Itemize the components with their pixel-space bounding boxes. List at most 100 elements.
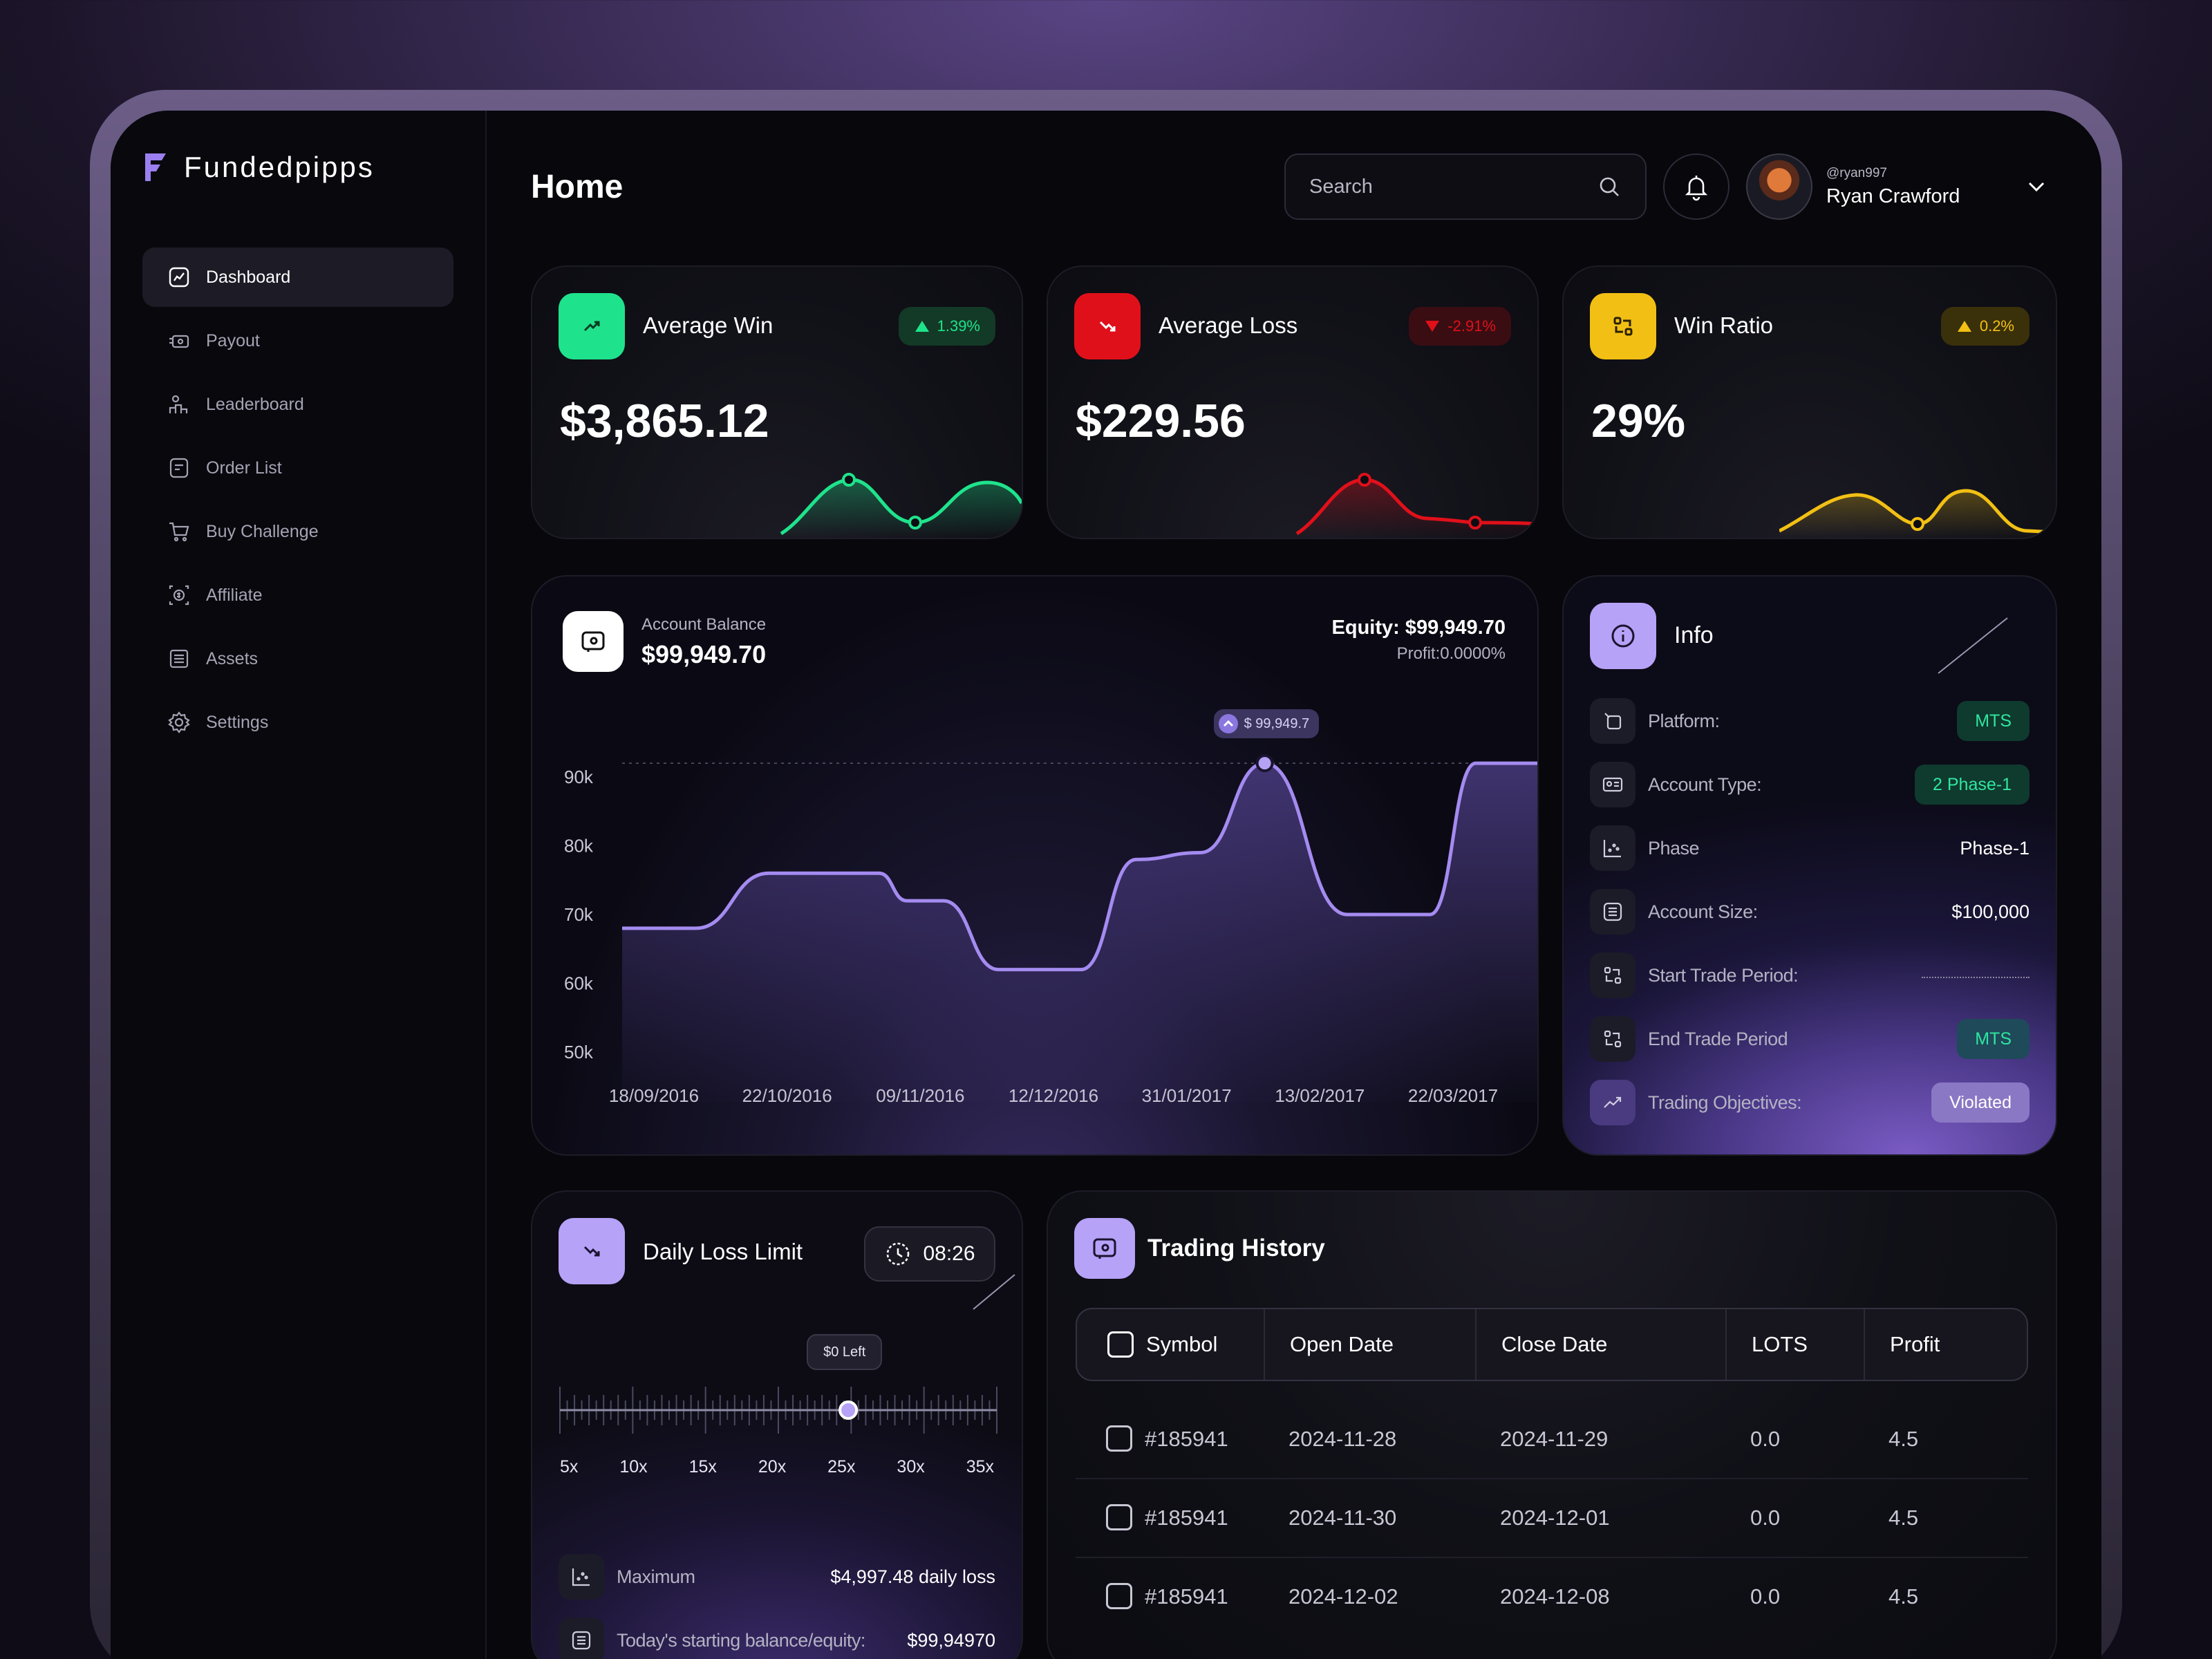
column-label: Symbol bbox=[1146, 1332, 1218, 1356]
scatter-icon bbox=[1590, 825, 1635, 871]
trading-objectives-badge: Violated bbox=[1931, 1082, 2030, 1123]
sidebar-item-buy-challenge[interactable]: Buy Challenge bbox=[142, 502, 453, 561]
leaderboard-icon bbox=[169, 395, 188, 413]
triangle-up-icon bbox=[1957, 321, 1971, 332]
slider-value-text: $0 Left bbox=[823, 1344, 866, 1360]
sidebar-item-payout[interactable]: Payout bbox=[142, 311, 453, 371]
info-title: Info bbox=[1674, 622, 1714, 648]
slider-thumb[interactable] bbox=[838, 1400, 859, 1420]
cell-lots: 0.0 bbox=[1750, 1427, 1781, 1451]
y-tick-label: 90k bbox=[564, 767, 594, 787]
column-lots[interactable]: LOTS bbox=[1752, 1309, 1808, 1380]
loss-limit-slider[interactable] bbox=[532, 1373, 1023, 1456]
y-tick-label: 70k bbox=[564, 904, 594, 925]
user-handle: @ryan997 bbox=[1826, 165, 1887, 180]
row-checkbox[interactable] bbox=[1106, 1583, 1132, 1609]
wallet-icon bbox=[1093, 1238, 1116, 1259]
sidebar-item-leaderboard[interactable]: Leaderboard bbox=[142, 375, 453, 434]
cell-close-date: 2024-12-08 bbox=[1500, 1584, 1610, 1609]
trend-down-icon bbox=[1099, 321, 1116, 332]
row-checkbox[interactable] bbox=[1106, 1504, 1132, 1530]
sidebar-item-label: Buy Challenge bbox=[206, 521, 319, 541]
brand-logo[interactable]: Fundedpipps bbox=[142, 151, 375, 184]
sidebar-item-label: Assets bbox=[206, 648, 259, 668]
balance-series-line bbox=[622, 761, 1537, 972]
slider-value-label: $0 Left bbox=[807, 1334, 883, 1370]
daily-loss-limit-card: Daily Loss Limit 08:26 $0 Left 5x 10x 15… bbox=[531, 1190, 1023, 1659]
id-card-icon bbox=[1590, 762, 1635, 807]
cell-profit: 4.5 bbox=[1888, 1427, 1919, 1451]
stat-title: Win Ratio bbox=[1674, 312, 1774, 338]
stat-change-value: 1.39% bbox=[937, 317, 980, 335]
daily-loss-row-starting-balance: Today's starting balance/equity: $99,949… bbox=[559, 1616, 995, 1659]
sidebar-item-dashboard[interactable]: Dashboard bbox=[142, 247, 453, 307]
y-tick-label: 60k bbox=[564, 973, 594, 994]
sidebar-item-order-list[interactable]: Order List bbox=[142, 438, 453, 498]
sidebar-item-label: Leaderboard bbox=[206, 394, 304, 414]
info-label: Start Trade Period: bbox=[1648, 964, 1799, 986]
search-icon[interactable] bbox=[1597, 174, 1622, 199]
info-row-account-type: Account Type: 2 Phase-1 bbox=[1590, 760, 2030, 809]
daily-loss-icon-container bbox=[559, 1218, 625, 1284]
exchange-icon bbox=[1590, 953, 1635, 998]
table-row[interactable]: #185941 2024-11-30 2024-12-01 0.0 4.5 bbox=[1076, 1479, 2028, 1557]
cell-symbol: #185941 bbox=[1145, 1584, 1228, 1609]
stat-title: Average Win bbox=[643, 312, 774, 338]
daily-loss-row-maximum: Maximum $4,997.48 daily loss bbox=[559, 1553, 995, 1601]
user-name: Ryan Crawford bbox=[1826, 185, 1960, 207]
chart-tooltip-value: $ 99,949.7 bbox=[1244, 715, 1310, 731]
stat-value: $3,865.12 bbox=[560, 395, 769, 447]
search-input[interactable] bbox=[1309, 175, 1597, 198]
avatar[interactable] bbox=[1746, 153, 1812, 220]
user-menu[interactable]: @ryan997 Ryan Crawford bbox=[1746, 153, 1960, 220]
column-symbol[interactable]: Symbol bbox=[1107, 1309, 1217, 1380]
balance-icon-container bbox=[563, 611, 624, 672]
chevron-down-icon[interactable] bbox=[2023, 173, 2050, 200]
column-profit[interactable]: Profit bbox=[1890, 1309, 1940, 1380]
column-close-date[interactable]: Close Date bbox=[1501, 1309, 1607, 1380]
info-row-trading-objectives: Trading Objectives: Violated bbox=[1590, 1078, 2030, 1127]
notifications-button[interactable] bbox=[1663, 153, 1730, 220]
shooting-star-decoration bbox=[1938, 617, 2008, 674]
cell-close-date: 2024-12-01 bbox=[1500, 1506, 1610, 1530]
sidebar-item-label: Order List bbox=[206, 458, 282, 478]
cell-lots: 0.0 bbox=[1750, 1506, 1781, 1530]
stat-icon-container bbox=[1590, 293, 1656, 359]
info-row-end-trade-period: End Trade Period MTS bbox=[1590, 1015, 2030, 1063]
sidebar-item-assets[interactable]: Assets bbox=[142, 629, 453, 688]
shooting-star-decoration bbox=[973, 1274, 1015, 1310]
table-row[interactable]: #185941 2024-11-28 2024-11-29 0.0 4.5 bbox=[1076, 1399, 2028, 1478]
table-row[interactable]: #185941 2024-12-02 2024-12-08 0.0 4.5 bbox=[1076, 1558, 2028, 1635]
daily-loss-value: $99,94970 bbox=[907, 1629, 995, 1651]
stat-card-average-win: Average Win 1.39% $3,865.12 bbox=[531, 265, 1023, 539]
list-icon bbox=[1590, 889, 1635, 935]
info-row-start-trade-period: Start Trade Period: bbox=[1590, 951, 2030, 1000]
highlight-point[interactable] bbox=[1255, 754, 1274, 773]
row-checkbox[interactable] bbox=[1106, 1425, 1132, 1452]
column-open-date[interactable]: Open Date bbox=[1290, 1309, 1394, 1380]
stat-change-badge: -2.91% bbox=[1409, 307, 1511, 346]
payout-icon bbox=[169, 335, 189, 348]
stat-card-win-ratio: Win Ratio 0.2% 29% bbox=[1562, 265, 2057, 539]
timer-badge[interactable]: 08:26 bbox=[864, 1226, 995, 1282]
daily-loss-label: Maximum bbox=[617, 1566, 695, 1587]
gear-icon bbox=[168, 711, 190, 733]
info-label: Platform: bbox=[1648, 710, 1720, 731]
cart-icon bbox=[169, 522, 189, 542]
sidebar-item-affiliate[interactable]: Affiliate bbox=[142, 565, 453, 625]
order-list-icon bbox=[169, 458, 189, 478]
exchange-icon bbox=[1613, 317, 1633, 336]
daily-loss-label: Today's starting balance/equity: bbox=[617, 1629, 865, 1651]
column-divider bbox=[1475, 1309, 1477, 1380]
select-all-checkbox[interactable] bbox=[1107, 1331, 1134, 1358]
cell-symbol: #185941 bbox=[1145, 1506, 1228, 1530]
daily-loss-value: $4,997.48 daily loss bbox=[830, 1566, 995, 1587]
info-label: Account Type: bbox=[1648, 774, 1762, 795]
stat-change-value: 0.2% bbox=[1979, 317, 2014, 335]
sidebar-item-settings[interactable]: Settings bbox=[142, 693, 453, 752]
cell-symbol: #185941 bbox=[1145, 1427, 1228, 1451]
cell-profit: 4.5 bbox=[1888, 1506, 1919, 1530]
search-box[interactable] bbox=[1284, 153, 1647, 220]
device-frame: Fundedpipps Dashboard Payout Leaderboard… bbox=[90, 90, 2122, 1659]
stat-value: $229.56 bbox=[1076, 395, 1246, 447]
